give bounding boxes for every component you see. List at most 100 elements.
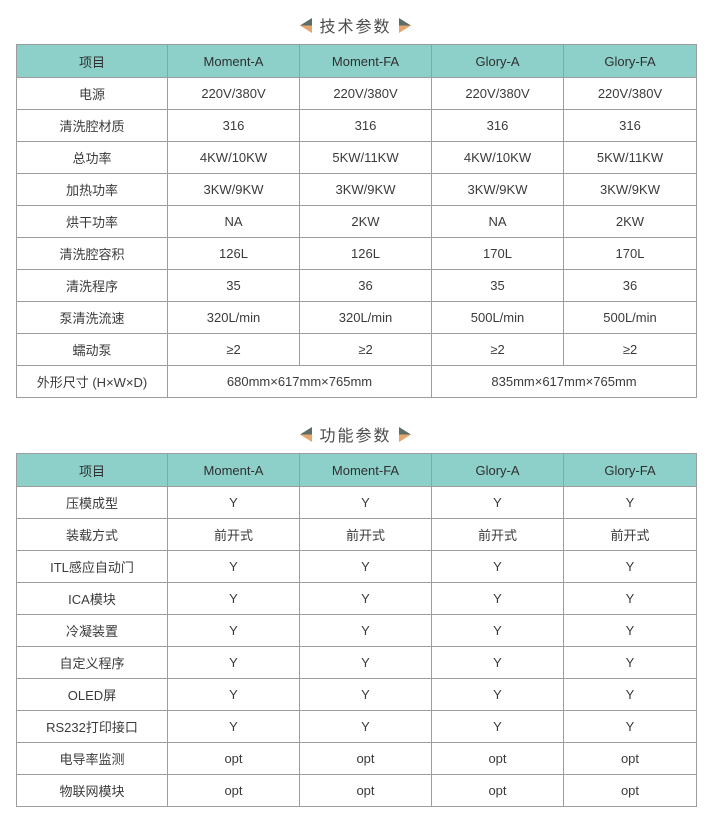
table-cell: opt (167, 742, 300, 775)
table-cell: 36 (299, 269, 432, 302)
column-header: Moment-FA (299, 453, 432, 487)
table-cell: Y (431, 582, 564, 615)
table-cell: ≥2 (563, 333, 697, 366)
table-row: 电导率监测 opt opt opt opt (16, 742, 697, 775)
column-header: 项目 (16, 453, 168, 487)
row-label: 总功率 (16, 141, 168, 174)
table-cell: 4KW/10KW (431, 141, 564, 174)
section-title-text: 技术参数 (319, 19, 392, 36)
row-label: 泵清洗流速 (16, 301, 168, 334)
table-cell: Y (167, 646, 300, 679)
row-label: 清洗腔材质 (16, 109, 168, 142)
column-header: Moment-A (167, 453, 300, 487)
table-cell: 320L/min (167, 301, 300, 334)
row-label: ITL感应自动门 (16, 550, 168, 583)
row-label: 物联网模块 (16, 774, 168, 807)
table-cell: 220V/380V (563, 77, 697, 110)
table-cell: ≥2 (431, 333, 564, 366)
table-row: 蠕动泵 ≥2 ≥2 ≥2 ≥2 (16, 333, 697, 366)
row-label: 蠕动泵 (16, 333, 168, 366)
table-cell: Y (431, 550, 564, 583)
title-right-marker-icon (398, 17, 411, 33)
table-cell: Y (167, 614, 300, 647)
row-label: 清洗腔容积 (16, 237, 168, 270)
table-cell: Y (563, 550, 697, 583)
table-row: 压模成型 Y Y Y Y (16, 486, 697, 519)
row-label: 电源 (16, 77, 168, 110)
row-label: 外形尺寸 (H×W×D) (16, 365, 168, 398)
column-header: Moment-A (167, 44, 300, 78)
table-cell: ≥2 (167, 333, 300, 366)
row-label: 烘干功率 (16, 205, 168, 238)
table-cell: ≥2 (299, 333, 432, 366)
table-cell: 126L (299, 237, 432, 270)
table-cell: opt (563, 742, 697, 775)
table-cell: Y (299, 646, 432, 679)
table-cell: 前开式 (299, 518, 432, 551)
table-row: 清洗程序 35 36 35 36 (16, 269, 697, 302)
table-cell: 500L/min (563, 301, 697, 334)
tech-params-table: 项目 Moment-A Moment-FA Glory-A Glory-FA 电源 220V… (16, 44, 697, 398)
column-header: Glory-A (431, 453, 564, 487)
table-cell: Y (167, 582, 300, 615)
table-row: 加热功率 3KW/9KW 3KW/9KW 3KW/9KW 3KW/9KW (16, 173, 697, 206)
table-row: 自定义程序 Y Y Y Y (16, 646, 697, 679)
table-cell: 220V/380V (167, 77, 300, 110)
table-row: 总功率 4KW/10KW 5KW/11KW 4KW/10KW 5KW/11KW (16, 141, 697, 174)
column-header: Glory-FA (563, 453, 697, 487)
table-row: 冷凝装置 Y Y Y Y (16, 614, 697, 647)
column-header: Moment-FA (299, 44, 432, 78)
table-cell: 3KW/9KW (431, 173, 564, 206)
table-cell: 3KW/9KW (563, 173, 697, 206)
row-label: 电导率监测 (16, 742, 168, 775)
section-gap (0, 398, 711, 409)
table-cell: Y (563, 678, 697, 711)
table-cell: opt (431, 742, 564, 775)
table-cell: 35 (431, 269, 564, 302)
table-cell: 2KW (563, 205, 697, 238)
table-cell: 3KW/9KW (299, 173, 432, 206)
table-cell: Y (167, 710, 300, 743)
row-label: 自定义程序 (16, 646, 168, 679)
table-cell: 320L/min (299, 301, 432, 334)
table-cell: 前开式 (167, 518, 300, 551)
table-cell: Y (299, 678, 432, 711)
row-label: ICA模块 (16, 582, 168, 615)
table-cell: opt (299, 774, 432, 807)
func-params-table: 项目 Moment-A Moment-FA Glory-A Glory-FA 压模成型 Y Y… (16, 453, 697, 807)
table-row: RS232打印接口 Y Y Y Y (16, 710, 697, 743)
row-label: RS232打印接口 (16, 710, 168, 743)
table-row: 电源 220V/380V 220V/380V 220V/380V 220V/380V (16, 77, 697, 110)
table-cell: Y (299, 710, 432, 743)
table-cell: 170L (431, 237, 564, 270)
table-cell: Y (299, 582, 432, 615)
table-cell: opt (299, 742, 432, 775)
func-params-title: 功能参数 (0, 409, 711, 446)
tech-params-title: 技术参数 (0, 0, 711, 37)
row-label: 装载方式 (16, 518, 168, 551)
table-cell: 5KW/11KW (299, 141, 432, 174)
table-cell: 220V/380V (431, 77, 564, 110)
table-cell: 500L/min (431, 301, 564, 334)
table-cell: 5KW/11KW (563, 141, 697, 174)
section-title-text: 功能参数 (319, 428, 392, 445)
table-row: 烘干功率 NA 2KW NA 2KW (16, 205, 697, 238)
title-left-marker-icon (300, 17, 313, 33)
row-label: 加热功率 (16, 173, 168, 206)
title-left-marker-icon (300, 426, 313, 442)
table-cell: 前开式 (563, 518, 697, 551)
table-cell: Y (431, 646, 564, 679)
table-cell: 4KW/10KW (167, 141, 300, 174)
table-row: ICA模块 Y Y Y Y (16, 582, 697, 615)
table-cell: Y (167, 678, 300, 711)
table-cell: Y (563, 646, 697, 679)
row-label: 清洗程序 (16, 269, 168, 302)
table-row: ITL感应自动门 Y Y Y Y (16, 550, 697, 583)
table-cell: Y (431, 614, 564, 647)
table-row: 物联网模块 opt opt opt opt (16, 774, 697, 807)
table-cell: 835mm×617mm×765mm (431, 365, 697, 398)
table-cell: 170L (563, 237, 697, 270)
table-cell: 680mm×617mm×765mm (167, 365, 432, 398)
table-row: 外形尺寸 (H×W×D) 680mm×617mm×765mm 835mm×617mm… (16, 365, 697, 398)
table-cell: 126L (167, 237, 300, 270)
